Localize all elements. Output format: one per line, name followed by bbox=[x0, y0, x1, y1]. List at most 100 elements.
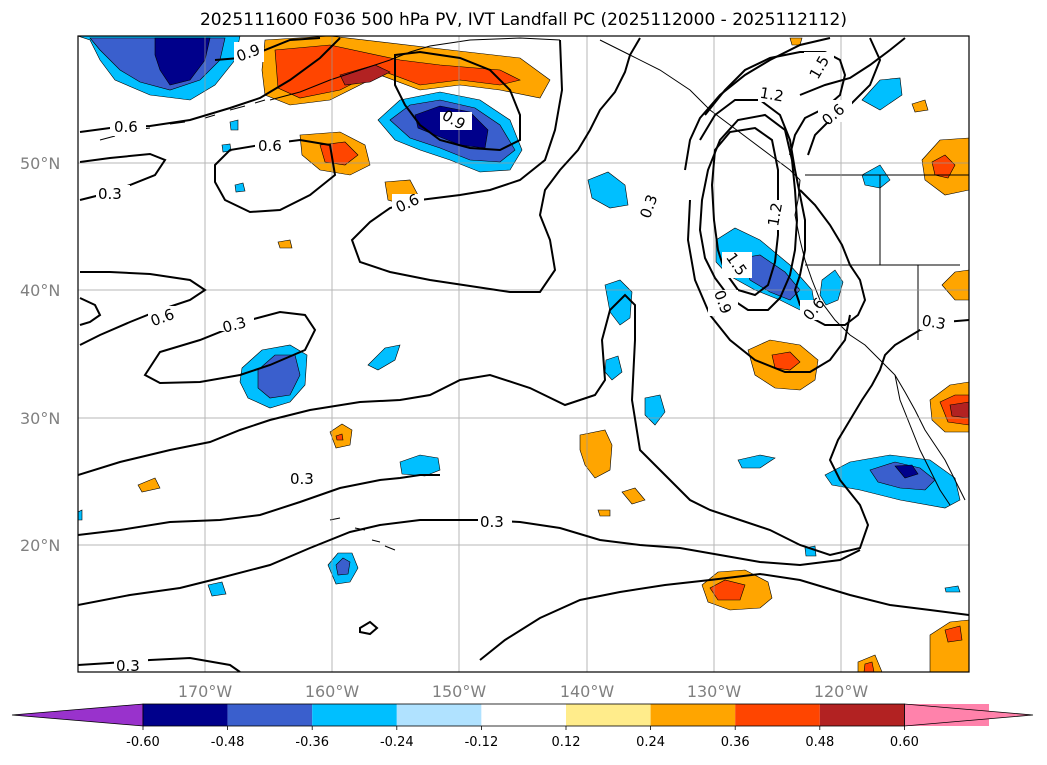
contour-label: 0.6 bbox=[114, 118, 138, 136]
map-title: 2025111600 F036 500 hPa PV, IVT Landfall… bbox=[199, 10, 847, 30]
colorbar-outline bbox=[142, 703, 905, 727]
colorbar-tick-label: 0.48 bbox=[805, 735, 834, 750]
colorbar-bin bbox=[312, 704, 397, 726]
lon-label-160w: 160°W bbox=[305, 682, 360, 701]
pv-positive-blob bbox=[137, 477, 161, 493]
contour-line bbox=[479, 572, 969, 661]
contour-label-bg bbox=[220, 313, 254, 331]
lat-label-50n: 50°N bbox=[20, 154, 60, 173]
lat-label-40n: 40°N bbox=[20, 281, 60, 300]
coastlines bbox=[99, 37, 969, 551]
contour-label: 0.3 bbox=[116, 657, 140, 675]
pv-positive-blob bbox=[597, 509, 611, 517]
colorbar-bin bbox=[481, 704, 566, 726]
pv-negative-blob bbox=[335, 557, 351, 576]
colorbar-bin bbox=[650, 704, 736, 726]
map-border bbox=[77, 35, 970, 673]
contour-label-bg bbox=[708, 290, 738, 316]
contour-label-bg bbox=[762, 200, 784, 230]
pv-negative-blob bbox=[861, 77, 903, 111]
pv-negative-blob bbox=[399, 454, 441, 477]
contour-line bbox=[79, 297, 102, 326]
contour-label-bg bbox=[255, 137, 289, 155]
colorbar-bin bbox=[566, 704, 651, 726]
pv-positive-blob bbox=[944, 625, 963, 643]
contour-label: 0.3 bbox=[290, 470, 314, 488]
pv-negative-blob bbox=[737, 454, 776, 469]
contour-label-bg bbox=[234, 42, 264, 62]
contour-line bbox=[79, 271, 207, 346]
contour-line bbox=[359, 620, 379, 636]
pv-positive-blob bbox=[863, 661, 875, 672]
contour-line bbox=[699, 99, 867, 326]
contour-label: 1.2 bbox=[758, 84, 785, 106]
pv-positive-blob bbox=[709, 579, 746, 601]
gridlines bbox=[78, 36, 969, 672]
pv-negative-blob bbox=[869, 461, 936, 491]
lat-label-20n: 20°N bbox=[20, 536, 60, 555]
contour-label-bg bbox=[758, 84, 792, 102]
contour-label-bg bbox=[920, 312, 954, 330]
lat-label-30n: 30°N bbox=[20, 409, 60, 428]
colorbar: -0.60 -0.48 -0.36 -0.24 -0.12 0.12 0.24 0.36 0.4… bbox=[11, 703, 1034, 750]
pv-positive-blob bbox=[931, 154, 956, 179]
map-area bbox=[78, 36, 969, 672]
contour-label-bg bbox=[114, 656, 148, 672]
pv-positive-blob bbox=[941, 269, 969, 301]
contour-label: 0.3 bbox=[220, 313, 248, 337]
colorbar-bin bbox=[819, 704, 905, 726]
contour-label-bg bbox=[288, 469, 322, 487]
contour-label: 0.3 bbox=[98, 185, 122, 203]
pv-positive-blob bbox=[621, 487, 646, 505]
pv-negative-blob bbox=[861, 164, 891, 189]
pv-positive-blob bbox=[579, 429, 613, 479]
latitude-labels: 50°N 40°N 30°N 20°N bbox=[20, 154, 60, 555]
contour-label-bg bbox=[478, 512, 512, 530]
na-west-coast bbox=[794, 179, 966, 501]
colorbar-tick-label: 0.24 bbox=[636, 735, 665, 750]
contour-label-bg bbox=[804, 52, 834, 78]
alaska-coast bbox=[269, 37, 561, 101]
contour-line bbox=[143, 310, 317, 385]
colorbar-bin bbox=[143, 704, 228, 726]
contour-line bbox=[78, 656, 241, 672]
contour-label: 1.2 bbox=[764, 201, 786, 228]
pv-positive-blob bbox=[911, 99, 929, 113]
pv-positive-blob bbox=[771, 351, 801, 371]
colorbar-bin bbox=[227, 704, 313, 726]
pv-positive-blob bbox=[277, 239, 293, 249]
contour-line bbox=[394, 50, 521, 152]
contour-line bbox=[799, 37, 906, 96]
contour-line bbox=[214, 37, 321, 61]
contour-label-bg bbox=[110, 118, 146, 136]
lon-label-170w: 170°W bbox=[178, 682, 233, 701]
lon-label-150w: 150°W bbox=[432, 682, 487, 701]
colorbar-tick-label: -0.24 bbox=[380, 735, 414, 750]
colorbar-bin bbox=[396, 704, 482, 726]
colorbar-tick-label: -0.12 bbox=[465, 735, 499, 750]
contour-line bbox=[78, 474, 440, 536]
colorbar-tick-label: 0.60 bbox=[890, 735, 919, 750]
colorbar-tick-label: -0.36 bbox=[295, 735, 329, 750]
contour-label-bg bbox=[633, 195, 663, 219]
contour-label-bg bbox=[440, 112, 472, 130]
lon-label-120w: 120°W bbox=[814, 682, 869, 701]
contour-line bbox=[684, 37, 831, 171]
contour-label-bg bbox=[148, 306, 182, 324]
pv-positive-blob bbox=[335, 433, 344, 441]
pv-negative-blob bbox=[367, 344, 401, 371]
colorbar-bin bbox=[735, 704, 820, 726]
colorbar-tick-label: -0.60 bbox=[126, 735, 160, 750]
contour-line bbox=[710, 126, 779, 297]
lon-label-140w: 140°W bbox=[560, 682, 615, 701]
contour-label-bg bbox=[722, 252, 752, 278]
pv-negative-blob bbox=[229, 119, 239, 131]
state-boundary bbox=[805, 175, 960, 340]
contour-label-bg bbox=[96, 185, 130, 203]
pv-positive-blob bbox=[274, 44, 521, 99]
pv-negative-blob bbox=[894, 464, 919, 479]
colorbar-tick-label: 0.36 bbox=[721, 735, 750, 750]
pv-negative-blob bbox=[944, 585, 961, 593]
contour-label-bg bbox=[818, 100, 852, 122]
